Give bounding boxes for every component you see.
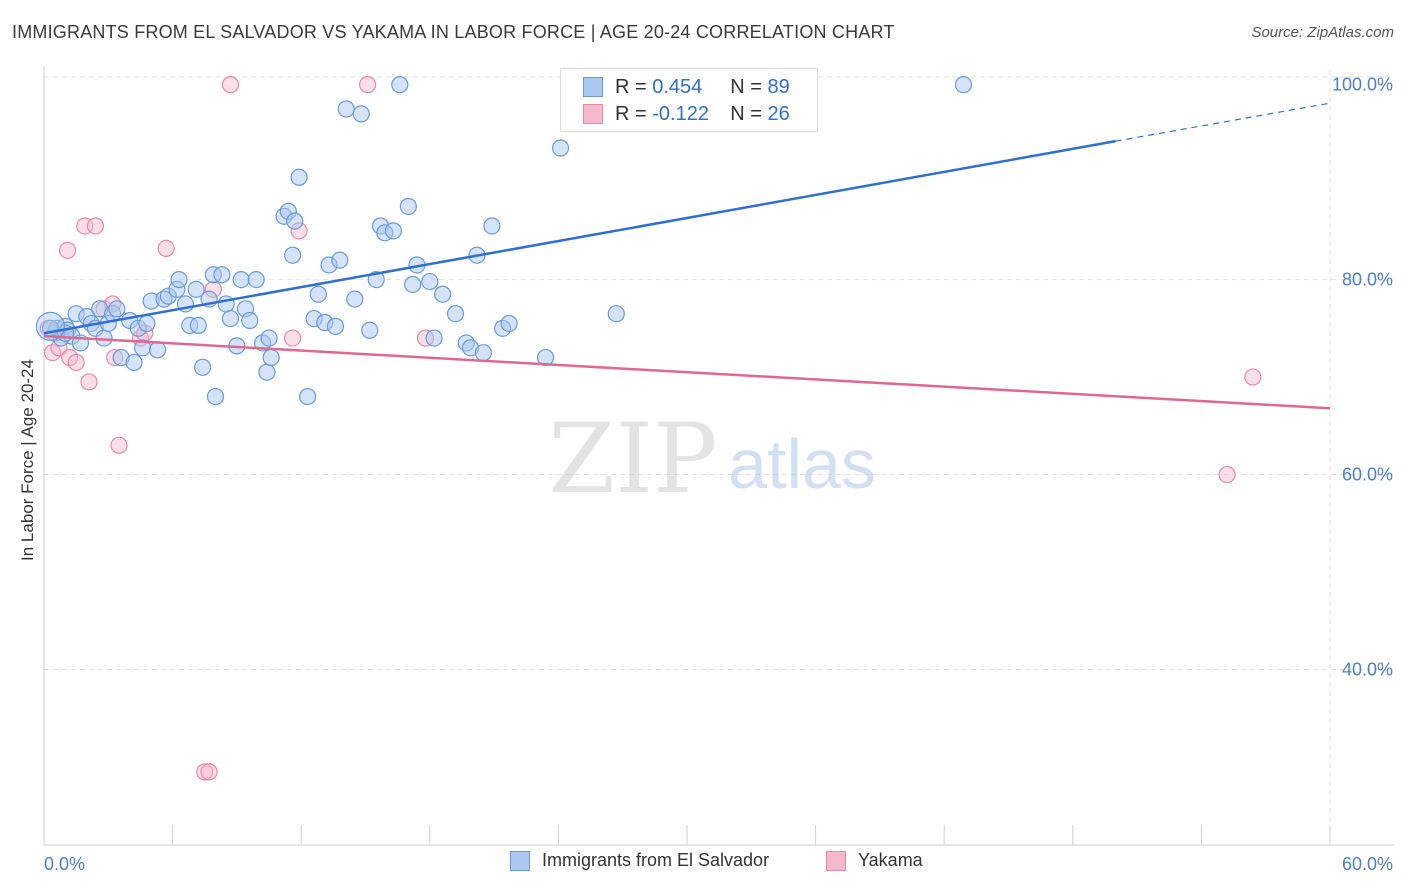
el-salvador-point bbox=[189, 316, 207, 335]
el-salvador-point bbox=[241, 311, 259, 330]
legend-item-el-salvador: Immigrants from El Salvador bbox=[510, 850, 769, 871]
el-salvador-point bbox=[138, 314, 156, 333]
el-salvador-point bbox=[421, 272, 439, 291]
legend-swatch-blue bbox=[583, 77, 603, 97]
el-salvador-point bbox=[474, 344, 492, 362]
el-salvador-point bbox=[500, 314, 518, 333]
el-salvador-point bbox=[346, 290, 364, 308]
yakama-point bbox=[221, 76, 240, 94]
legend-r-label: R = bbox=[615, 75, 653, 98]
el-salvador-point bbox=[483, 217, 501, 235]
y-tick-label: 40.0% bbox=[1342, 660, 1393, 680]
legend-row-yakama: R = -0.122 N = 26 bbox=[583, 101, 790, 127]
el-salvador-point bbox=[260, 329, 278, 347]
el-salvador-point bbox=[194, 358, 212, 376]
legend-label-yakama: Yakama bbox=[858, 850, 923, 870]
x-tick-label: 60.0% bbox=[1342, 854, 1393, 874]
el-salvador-point bbox=[108, 300, 126, 318]
el-salvador-point bbox=[187, 280, 205, 298]
el-salvador-point bbox=[536, 348, 555, 367]
el-salvador-trend-extension bbox=[1115, 102, 1331, 142]
el-salvador-point bbox=[434, 285, 452, 303]
legend-swatch-pink bbox=[583, 104, 603, 124]
el-salvador-point bbox=[352, 105, 370, 123]
yakama-point bbox=[200, 763, 218, 781]
yakama-points bbox=[39, 76, 1262, 781]
el-salvador-point bbox=[446, 305, 465, 323]
watermark: ZIP atlas bbox=[548, 403, 876, 515]
el-salvador-point bbox=[247, 270, 265, 289]
yakama-trend-line bbox=[43, 334, 1331, 410]
el-salvador-point bbox=[286, 212, 304, 230]
el-salvador-point bbox=[954, 76, 973, 94]
el-salvador-point bbox=[391, 76, 409, 94]
source-credit: Source: ZipAtlas.com bbox=[1251, 24, 1394, 41]
el-salvador-point bbox=[170, 270, 188, 289]
watermark-zip: ZIP bbox=[548, 403, 717, 515]
yakama-point bbox=[67, 353, 85, 372]
legend-n-label: N = bbox=[730, 102, 768, 125]
legend-r-label: R = bbox=[615, 102, 653, 125]
yakama-point bbox=[86, 217, 105, 235]
legend-n-value: 89 bbox=[767, 75, 790, 98]
el-salvador-points bbox=[35, 76, 973, 406]
yakama-point bbox=[1218, 465, 1236, 484]
y-tick-label: 80.0% bbox=[1342, 270, 1393, 290]
legend-r-value: 0.454 bbox=[652, 75, 703, 98]
el-salvador-point bbox=[213, 266, 231, 284]
tick-labels: 40.0% 60.0% 80.0% 100.0% 0.0% 60.0% bbox=[44, 75, 1393, 874]
chart-title: IMMIGRANTS FROM EL SALVADOR VS YAKAMA IN… bbox=[12, 22, 895, 42]
trend-lines bbox=[43, 102, 1331, 410]
el-salvador-point bbox=[35, 311, 66, 341]
x-tick-label: 0.0% bbox=[44, 854, 85, 874]
yakama-point bbox=[80, 373, 98, 391]
watermark-atlas: atlas bbox=[728, 425, 876, 503]
el-salvador-point bbox=[326, 317, 345, 335]
yakama-point bbox=[284, 329, 302, 347]
legend-n-value: 26 bbox=[767, 102, 790, 125]
el-salvador-point bbox=[221, 309, 240, 328]
el-salvador-point bbox=[290, 168, 308, 186]
el-salvador-point bbox=[337, 100, 355, 118]
el-salvador-point bbox=[331, 251, 349, 269]
el-salvador-point bbox=[148, 341, 167, 359]
el-salvador-point bbox=[299, 387, 317, 406]
axes bbox=[43, 66, 1394, 846]
el-salvador-point bbox=[125, 353, 143, 372]
series-legend: Immigrants from El Salvador Yakama bbox=[0, 850, 1406, 878]
grid-lines bbox=[44, 70, 1394, 845]
legend-swatch-blue bbox=[510, 850, 530, 871]
legend-swatch-pink bbox=[826, 850, 846, 871]
el-salvador-point bbox=[384, 222, 402, 240]
el-salvador-point bbox=[361, 321, 379, 339]
el-salvador-point bbox=[309, 285, 327, 303]
el-salvador-point bbox=[206, 387, 225, 406]
y-tick-label: 60.0% bbox=[1342, 465, 1393, 485]
yakama-point bbox=[359, 76, 377, 94]
yakama-point bbox=[110, 436, 128, 454]
el-salvador-point bbox=[284, 246, 302, 264]
legend-row-el-salvador: R = 0.454 N = 89 bbox=[583, 74, 790, 100]
yakama-point bbox=[157, 239, 175, 257]
yakama-point bbox=[1244, 368, 1262, 386]
el-salvador-trend-line bbox=[43, 139, 1116, 335]
legend-n-label: N = bbox=[730, 75, 768, 98]
legend-r-value: -0.122 bbox=[652, 102, 709, 125]
el-salvador-point bbox=[399, 197, 417, 216]
el-salvador-point bbox=[607, 305, 625, 323]
stats-legend: R = 0.454 N = 89 R = -0.122 N = 26 bbox=[560, 68, 818, 132]
y-tick-label: 100.0% bbox=[1332, 75, 1393, 95]
y-axis-label: In Labor Force | Age 20-24 bbox=[18, 359, 37, 561]
legend-label-el-salvador: Immigrants from El Salvador bbox=[542, 850, 770, 870]
legend-item-yakama: Yakama bbox=[826, 850, 923, 871]
el-salvador-point bbox=[425, 329, 443, 347]
el-salvador-point bbox=[232, 270, 250, 289]
el-salvador-point bbox=[258, 363, 276, 381]
yakama-point bbox=[196, 763, 214, 781]
el-salvador-point bbox=[551, 139, 570, 157]
el-salvador-point bbox=[262, 348, 280, 367]
yakama-point bbox=[58, 241, 77, 259]
el-salvador-point bbox=[404, 275, 422, 294]
